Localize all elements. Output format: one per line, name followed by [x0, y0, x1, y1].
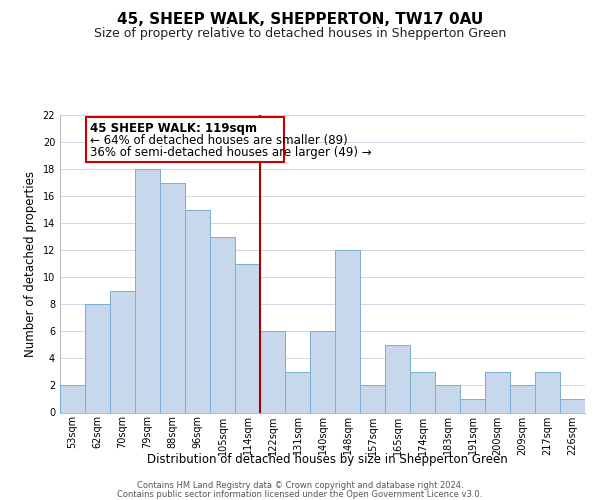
Y-axis label: Number of detached properties: Number of detached properties	[24, 171, 37, 357]
Bar	[85, 304, 110, 412]
Bar	[485, 372, 510, 412]
Bar	[335, 250, 360, 412]
Bar	[510, 386, 535, 412]
Bar	[410, 372, 435, 412]
Text: Contains public sector information licensed under the Open Government Licence v3: Contains public sector information licen…	[118, 490, 482, 499]
Text: 45 SHEEP WALK: 119sqm: 45 SHEEP WALK: 119sqm	[90, 122, 257, 135]
Bar	[535, 372, 560, 412]
Text: 45, SHEEP WALK, SHEPPERTON, TW17 0AU: 45, SHEEP WALK, SHEPPERTON, TW17 0AU	[117, 12, 483, 28]
Bar	[110, 291, 135, 412]
Bar	[435, 386, 460, 412]
Bar	[560, 399, 585, 412]
FancyBboxPatch shape	[86, 117, 284, 162]
Bar	[360, 386, 385, 412]
Text: Size of property relative to detached houses in Shepperton Green: Size of property relative to detached ho…	[94, 28, 506, 40]
Text: Contains HM Land Registry data © Crown copyright and database right 2024.: Contains HM Land Registry data © Crown c…	[137, 481, 463, 490]
Bar	[210, 236, 235, 412]
Text: Distribution of detached houses by size in Shepperton Green: Distribution of detached houses by size …	[146, 452, 508, 466]
Bar	[260, 332, 285, 412]
Bar	[460, 399, 485, 412]
Bar	[60, 386, 85, 412]
Bar	[385, 345, 410, 412]
Bar	[135, 169, 160, 412]
Text: ← 64% of detached houses are smaller (89): ← 64% of detached houses are smaller (89…	[90, 134, 348, 147]
Bar	[285, 372, 310, 412]
Bar	[310, 332, 335, 412]
Bar	[160, 182, 185, 412]
Bar	[235, 264, 260, 412]
Text: 36% of semi-detached houses are larger (49) →: 36% of semi-detached houses are larger (…	[90, 146, 371, 159]
Bar	[185, 210, 210, 412]
